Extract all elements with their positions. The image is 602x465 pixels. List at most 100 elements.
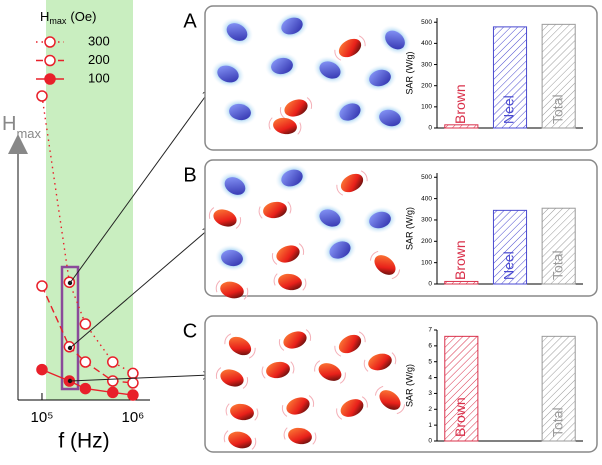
particle-core	[273, 117, 297, 135]
frequency-band	[46, 0, 133, 400]
particle-core	[329, 241, 351, 259]
particle	[336, 170, 368, 196]
rotation-arc	[278, 329, 312, 351]
particle-core	[220, 369, 244, 387]
bar	[541, 23, 576, 129]
rotation-arc	[336, 396, 368, 420]
particle	[265, 52, 299, 80]
particle-core	[379, 390, 401, 410]
particle-core	[228, 431, 252, 449]
bar-label: Total	[549, 407, 565, 437]
y-tick-label: 4	[428, 374, 432, 381]
rotation-arc	[283, 427, 317, 445]
bar-label: Total	[549, 250, 565, 280]
particle-core	[283, 331, 307, 349]
particle-core	[368, 353, 392, 371]
data-point	[107, 356, 119, 368]
particle	[208, 207, 242, 229]
y-tick-label: 100	[421, 259, 432, 266]
particle-core	[221, 249, 243, 267]
rotation-arc	[271, 243, 305, 265]
rotation-arc	[363, 352, 397, 372]
frequency-plot: Hmax f (Hz) Hmax (Oe) 10⁵ 10⁶ 300 200 100	[2, 0, 150, 453]
data-point	[36, 363, 48, 376]
particle	[225, 403, 259, 421]
y-tick-label: 0	[428, 281, 432, 288]
particle	[333, 98, 367, 126]
particle-core	[340, 173, 364, 193]
panel-frame	[204, 159, 598, 297]
particle	[373, 104, 407, 132]
particle-core	[263, 201, 287, 219]
y-tick-label: 200	[421, 238, 432, 245]
particle-core	[288, 427, 312, 445]
y-tick-label: 300	[421, 61, 432, 68]
arrow	[69, 375, 210, 382]
data-point	[79, 382, 92, 395]
particle	[223, 98, 257, 126]
y-tick-label: 100	[421, 104, 432, 111]
rotation-arc	[334, 331, 366, 357]
bar	[444, 124, 479, 129]
data-point	[107, 375, 119, 387]
rotation-arc	[258, 201, 292, 219]
bar-label: Brown	[452, 397, 468, 437]
particle-core	[281, 17, 303, 35]
rotation-arc	[334, 35, 366, 61]
particle	[313, 204, 347, 232]
particle	[334, 35, 366, 61]
particle	[218, 171, 252, 201]
bar-label: Total	[549, 94, 565, 124]
rotation-arc	[224, 333, 256, 359]
x-tick-label: 10⁶	[122, 409, 145, 426]
particle	[279, 97, 313, 119]
rotation-arc	[261, 361, 295, 379]
bar	[541, 335, 576, 442]
y-tick-label: 6	[428, 343, 432, 350]
arrow	[69, 90, 210, 284]
legend-marker	[44, 54, 56, 67]
rotation-arc	[273, 273, 307, 291]
y-tick-label: 5	[428, 358, 432, 365]
y-tick-label: 0	[428, 438, 432, 445]
x-tick-label: 10⁵	[31, 409, 54, 426]
rotation-arc	[279, 97, 313, 119]
rotation-arc	[215, 280, 249, 300]
y-tick-label: 0	[428, 125, 432, 132]
particle	[313, 56, 347, 84]
particle-core	[230, 403, 254, 421]
data-point	[36, 90, 48, 102]
panel-letter: B	[183, 164, 196, 186]
particle-core	[228, 336, 252, 356]
y-tick-label: 400	[421, 40, 432, 47]
particle	[268, 117, 302, 135]
particle	[363, 206, 397, 234]
particle	[278, 329, 312, 351]
particle-core	[318, 363, 342, 381]
particle	[363, 64, 397, 92]
particle	[314, 360, 346, 384]
data-point	[127, 367, 139, 380]
selection-box	[60, 265, 80, 391]
particle-core	[213, 209, 237, 227]
particle-core	[217, 65, 239, 83]
legend-label: 200	[88, 52, 110, 67]
particle	[275, 164, 309, 192]
particle	[283, 427, 317, 445]
y-axis-label: SAR (W/g)	[404, 51, 414, 94]
particle	[275, 12, 309, 40]
particle	[220, 17, 254, 47]
particle-core	[319, 209, 341, 227]
particle-core	[266, 361, 290, 379]
particle	[379, 25, 411, 55]
particle	[215, 280, 249, 300]
particle	[336, 396, 368, 420]
particle-core	[339, 103, 361, 121]
bar	[444, 280, 479, 285]
data-point	[127, 389, 139, 401]
data-point	[79, 318, 92, 330]
particle	[281, 395, 315, 417]
bar-label: Neel	[501, 251, 517, 280]
particle	[211, 60, 245, 88]
